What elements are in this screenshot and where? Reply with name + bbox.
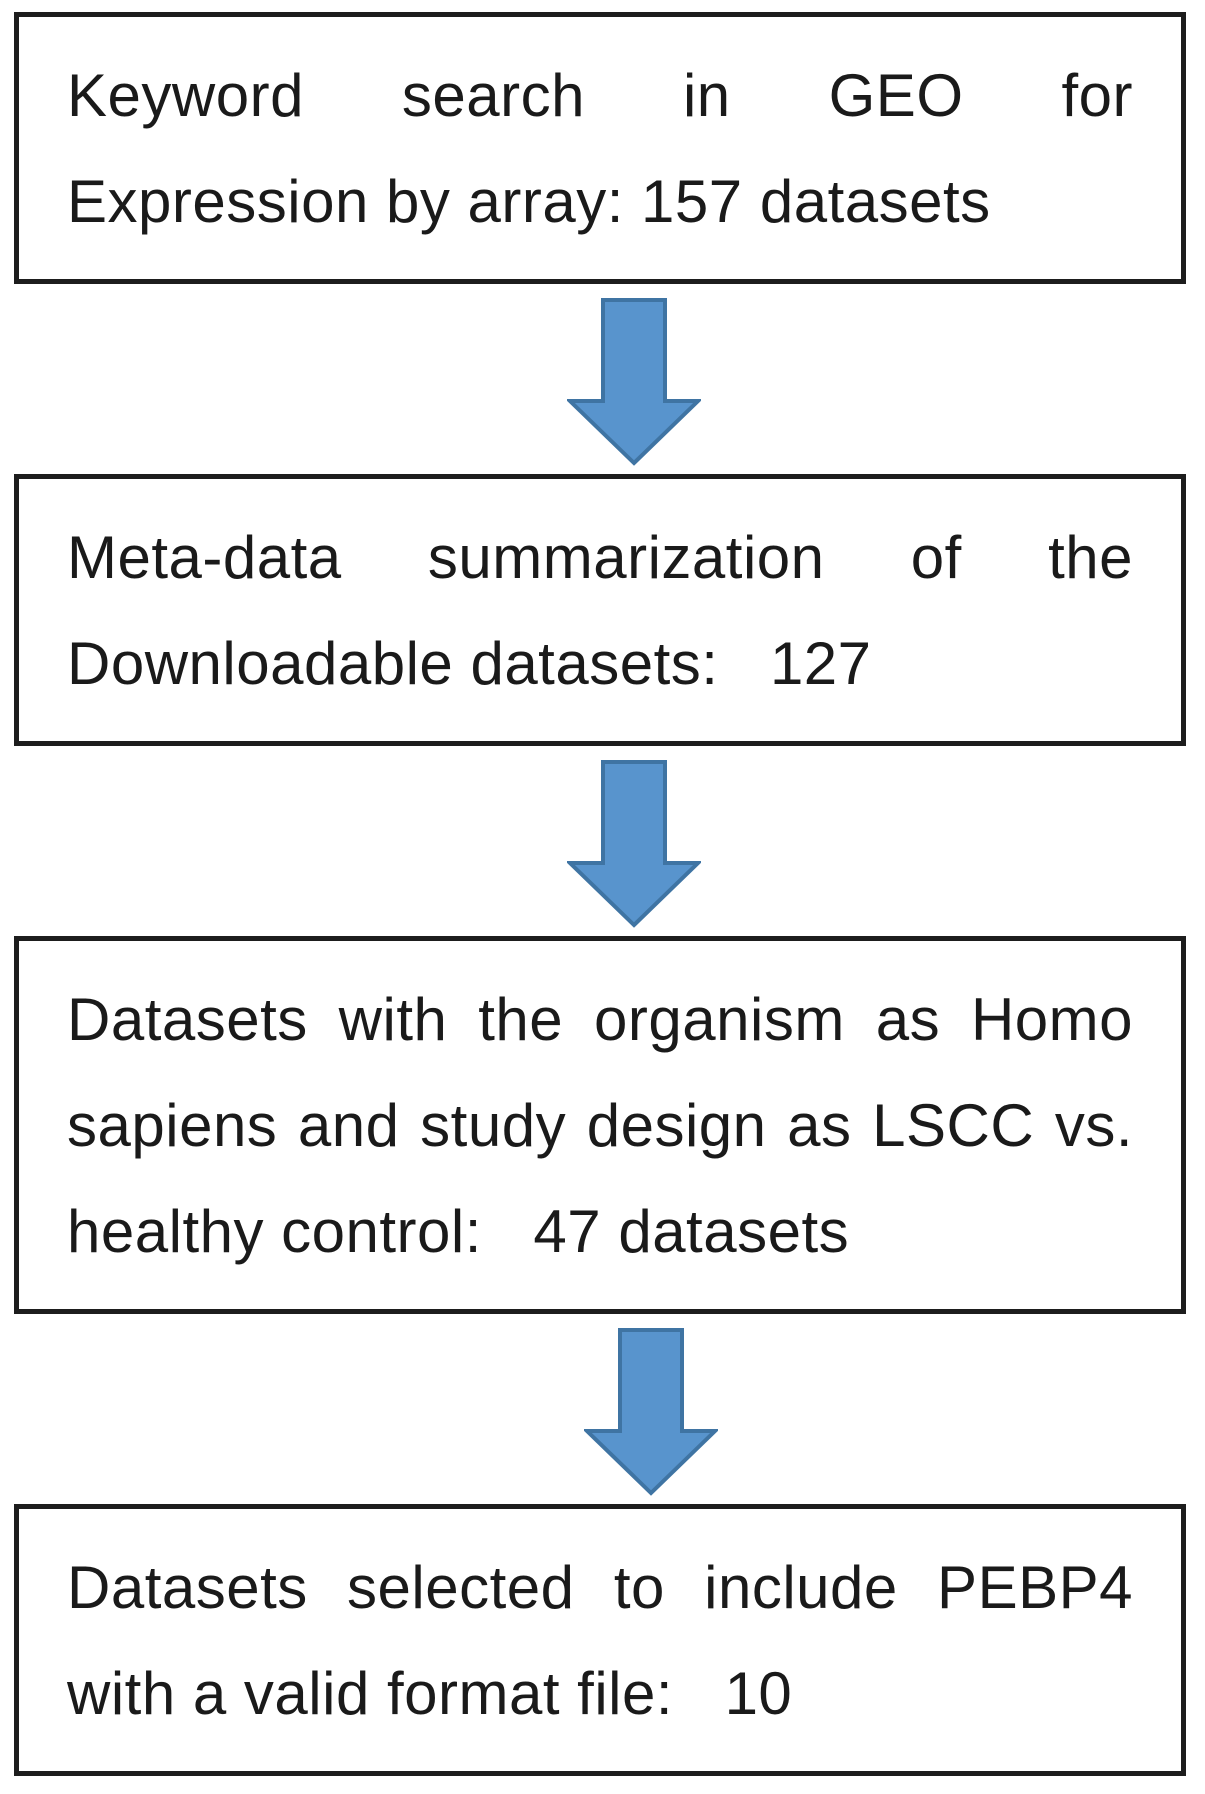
flow-step-line: Expression by array: 157 datasets (67, 168, 991, 235)
flow-step-pebp4-valid-format-selection: Datasets selected to include PEBP4 with … (14, 1504, 1186, 1776)
down-arrow-icon (583, 1328, 718, 1496)
flow-step-line: Datasets with the organism as Homo (67, 986, 1133, 1053)
flow-step-line: healthy control: 47 datasets (67, 1198, 850, 1265)
flow-step-line: with a valid format file: 10 (67, 1660, 793, 1727)
flow-step-line: Downloadable datasets: 127 (67, 630, 872, 697)
down-arrow-icon (566, 760, 701, 928)
flow-step-keyword-search: Keyword search in GEO for Expression by … (14, 12, 1186, 284)
flow-step-line: Datasets selected to include PEBP4 (67, 1554, 1133, 1621)
down-arrow-icon (566, 298, 701, 466)
flow-step-line: sapiens and study design as LSCC vs. (67, 1092, 1133, 1159)
flow-step-line: Meta-data summarization of the (67, 524, 1133, 591)
flow-step-line: Keyword search in GEO for (67, 62, 1133, 129)
flow-step-metadata-summarization: Meta-data summarization of the Downloada… (14, 474, 1186, 746)
flow-step-organism-study-design-filter: Datasets with the organism as Homo sapie… (14, 936, 1186, 1314)
